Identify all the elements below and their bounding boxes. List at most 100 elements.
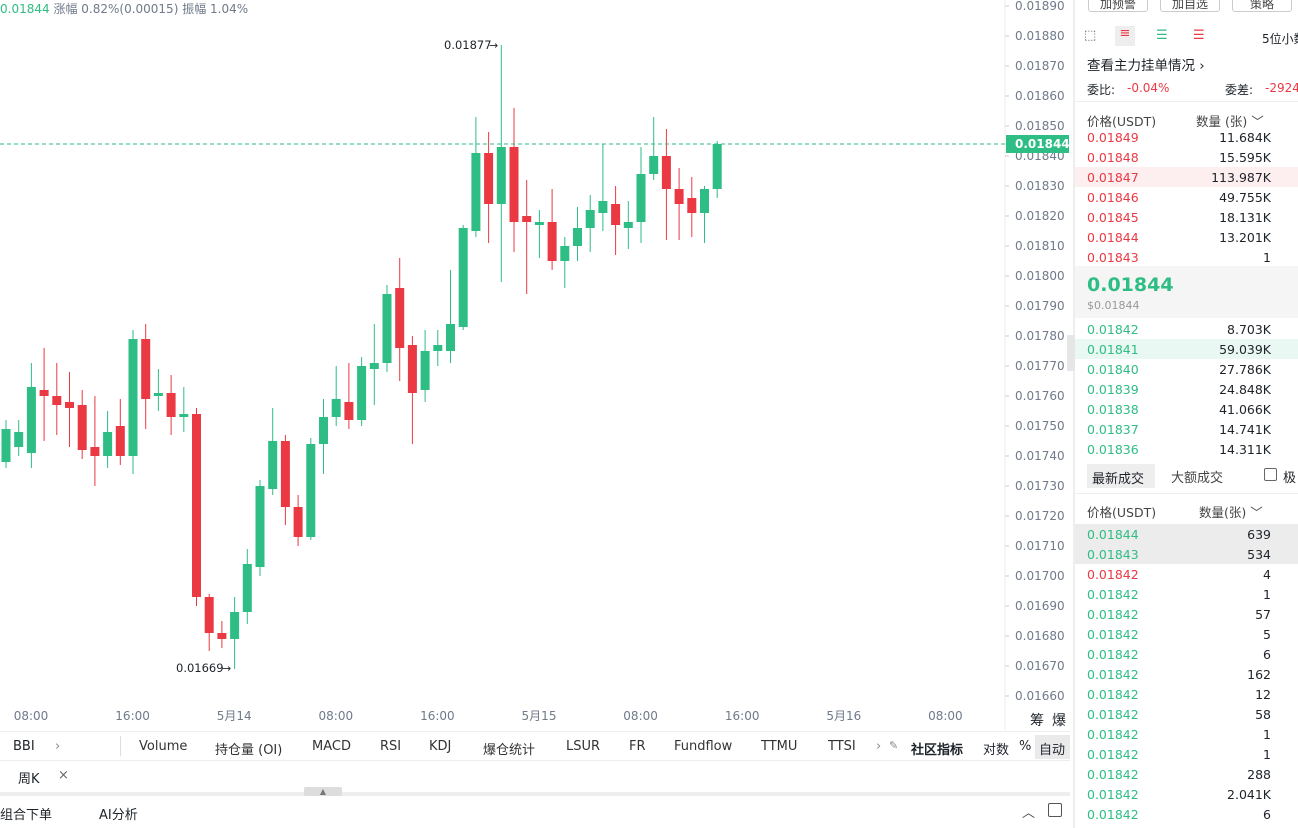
divider <box>120 736 121 756</box>
y-tick-label: 0.01770 <box>1015 359 1065 373</box>
row-price: 0.01842 <box>1087 567 1139 582</box>
row-price: 0.01839 <box>1087 382 1139 397</box>
icon[interactable]: ≡ <box>1115 26 1135 46</box>
candle-body <box>573 228 582 246</box>
row-price: 0.01842 <box>1087 787 1139 802</box>
change: 涨幅 0.82%(0.00015) <box>53 2 179 16</box>
checkbox[interactable] <box>1264 468 1277 481</box>
qty-header-text: 数量 (张) <box>1196 114 1248 129</box>
community[interactable]: 社区指标 <box>911 743 964 758</box>
candle-body <box>433 345 443 351</box>
ratio-label: 委比: <box>1087 83 1116 97</box>
price: 0.01844 <box>0 2 50 16</box>
book-row: 0.01841 59.039K <box>1075 339 1298 359</box>
icon[interactable]: ☰ <box>1156 28 1168 43</box>
candle-body <box>395 288 405 348</box>
candle-body <box>128 339 138 456</box>
y-tick-label: 0.01780 <box>1015 329 1065 343</box>
main-orders[interactable]: 查看主力挂单情况 › <box>1087 58 1205 74</box>
percent[interactable]: % <box>1019 739 1032 754</box>
tab[interactable]: 大额成交 <box>1171 471 1224 486</box>
book-row: 0.01842 6 <box>1075 804 1298 824</box>
chevron[interactable]: › <box>55 739 61 754</box>
arrow: → <box>489 39 498 52</box>
row-qty: 6 <box>1263 647 1271 662</box>
book-row: 0.01843 1 <box>1075 247 1298 267</box>
row-price: 0.01843 <box>1087 250 1139 265</box>
book-row: 0.01842 8.703K <box>1075 319 1298 339</box>
chevron[interactable]: › <box>876 739 882 754</box>
handle[interactable]: ▲ <box>304 787 342 796</box>
diff: -2924 <box>1265 81 1298 95</box>
combo-order[interactable]: 组合下单 <box>0 808 53 823</box>
indicator[interactable]: TTSI <box>828 739 856 754</box>
chip-tool[interactable]: 筹 <box>1030 713 1044 729</box>
row-price: 0.01847 <box>1087 170 1139 185</box>
liq-tool[interactable]: 爆 <box>1052 713 1066 729</box>
decimals[interactable]: 5位小数 <box>1262 32 1298 46</box>
row-qty: 24.848K <box>1219 382 1271 397</box>
candle-body <box>687 198 697 213</box>
candle-body <box>103 432 113 456</box>
book-row: 0.01846 49.755K <box>1075 187 1298 207</box>
indicator[interactable]: LSUR <box>566 739 601 754</box>
indicator[interactable]: MACD <box>312 739 351 754</box>
candle-body <box>153 393 163 396</box>
indicator[interactable]: TTMU <box>761 739 798 754</box>
panel-toggle[interactable] <box>1067 335 1075 371</box>
row-qty: 4 <box>1263 567 1271 582</box>
book-row: 0.01837 14.741K <box>1075 419 1298 439</box>
ai-analysis[interactable]: AI分析 <box>99 808 138 823</box>
indicator[interactable]: BBI <box>13 739 35 754</box>
candle-body <box>585 210 595 228</box>
candle-body <box>661 156 671 189</box>
trade-price-header: 价格(USDT) <box>1087 505 1157 520</box>
book-row: 0.01845 18.131K <box>1075 207 1298 227</box>
candle-body <box>547 222 557 261</box>
edit-icon[interactable]: ✎ <box>889 739 899 752</box>
candle-body <box>115 426 125 456</box>
collapse[interactable]: ︿ <box>1022 806 1036 821</box>
row-qty: 59.039K <box>1219 342 1271 357</box>
candle-body <box>369 363 379 369</box>
qty-header: 数量 (张) ﹀ <box>1196 114 1264 129</box>
row-qty: 13.201K <box>1219 230 1271 245</box>
candle-body <box>39 390 49 396</box>
book-row: 0.01842 288 <box>1075 764 1298 784</box>
indicator[interactable]: Fundflow <box>674 739 733 754</box>
interval[interactable]: 周K <box>18 772 40 787</box>
expand[interactable] <box>1048 803 1062 817</box>
indicator[interactable]: Volume <box>139 739 188 754</box>
button[interactable]: 加预警 <box>1088 0 1148 12</box>
row-price: 0.01842 <box>1087 607 1139 622</box>
button[interactable]: 加自选 <box>1160 0 1220 12</box>
log[interactable]: 对数 <box>983 743 1010 758</box>
book-row: 0.01842 6 <box>1075 644 1298 664</box>
ratio: -0.04% <box>1127 81 1170 95</box>
indicator[interactable]: FR <box>629 739 646 754</box>
y-tick-label: 0.01880 <box>1015 29 1065 43</box>
y-tick-label: 0.01730 <box>1015 479 1065 493</box>
mid-usd: $0.01844 <box>1087 299 1140 312</box>
indicator[interactable]: RSI <box>380 739 402 754</box>
auto[interactable]: 自动 <box>1039 743 1066 758</box>
row-price: 0.01836 <box>1087 442 1139 457</box>
indicator[interactable]: KDJ <box>429 739 452 754</box>
candle-body <box>674 189 684 204</box>
row-qty: 15.595K <box>1219 150 1271 165</box>
button[interactable]: 策略 <box>1232 0 1292 12</box>
icon[interactable]: ⬚ <box>1084 28 1097 43</box>
fast[interactable]: 极 <box>1283 471 1297 486</box>
close[interactable]: × <box>58 768 69 783</box>
candle-body <box>280 441 290 507</box>
tab[interactable]: 最新成交 <box>1092 472 1145 487</box>
row-price: 0.01842 <box>1087 727 1139 742</box>
icon[interactable]: ☰ <box>1193 28 1205 43</box>
book-row: 0.01842 1 <box>1075 744 1298 764</box>
divider <box>1075 101 1298 102</box>
candle-body <box>319 417 328 444</box>
indicator[interactable]: 持仓量 (OI) <box>215 743 283 758</box>
y-tick-label: 0.01850 <box>1015 119 1065 133</box>
candle-body <box>26 387 36 453</box>
indicator[interactable]: 爆仓统计 <box>483 743 536 758</box>
